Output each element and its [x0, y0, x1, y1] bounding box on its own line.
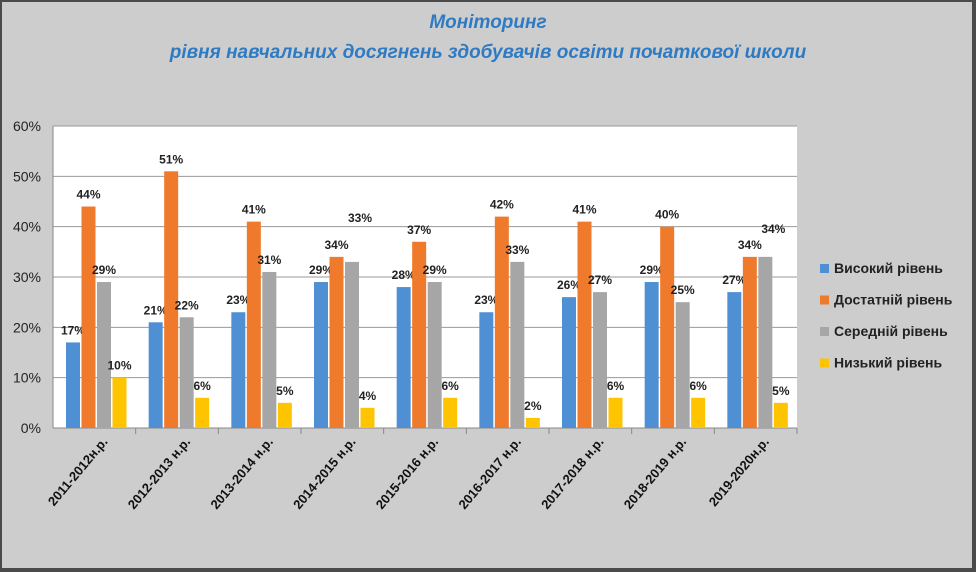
data-label: 21%: [144, 303, 168, 317]
bar-1: [577, 221, 592, 428]
bar-0: [66, 342, 80, 428]
legend-swatch: [820, 327, 829, 336]
data-label: 33%: [348, 211, 372, 225]
bar-2: [510, 261, 525, 428]
bar-3: [360, 407, 375, 428]
x-tick-label: 2019-2020н.р.: [706, 434, 772, 509]
data-label: 51%: [159, 152, 183, 166]
bar-0: [562, 297, 576, 428]
bar-2: [427, 282, 442, 428]
bar-2: [345, 261, 359, 428]
bar-1: [494, 216, 509, 428]
bar-2: [675, 302, 690, 428]
bar-2: [179, 317, 194, 428]
bar-0: [396, 287, 411, 428]
bar-0: [644, 282, 659, 428]
data-label: 6%: [689, 379, 707, 393]
bar-0: [727, 292, 742, 428]
chart-subtitle: рівня навчальних досягнень здобувачів ос…: [169, 42, 807, 63]
y-tick-label: 20%: [13, 319, 41, 335]
data-label: 25%: [671, 283, 695, 297]
data-label: 27%: [588, 273, 612, 287]
bar-3: [608, 397, 623, 428]
data-label: 28%: [392, 268, 416, 282]
chart-title: Моніторинг: [429, 12, 547, 33]
x-tick-label: 2014-2015 н.р.: [290, 434, 359, 512]
legend-label: Середній рівень: [834, 323, 948, 339]
bar-1: [742, 256, 757, 428]
data-label: 33%: [505, 243, 529, 257]
data-label: 5%: [276, 384, 294, 398]
y-tick-label: 60%: [13, 118, 41, 134]
bar-3: [112, 377, 127, 428]
data-label: 4%: [359, 389, 377, 403]
bar-1: [329, 256, 344, 428]
y-tick-label: 0%: [21, 420, 41, 436]
data-label: 17%: [61, 323, 85, 337]
data-label: 27%: [722, 273, 746, 287]
data-label: 44%: [76, 188, 100, 202]
data-label: 34%: [761, 222, 785, 236]
x-tick-label: 2016-2017 н.р.: [455, 434, 524, 512]
x-tick-label: 2011-2012н.р.: [45, 434, 111, 508]
bar-0: [314, 282, 328, 428]
data-label: 10%: [107, 359, 131, 373]
x-tick-label: 2013-2014 н.р.: [207, 434, 276, 512]
data-label: 23%: [226, 293, 250, 307]
bar-3: [195, 397, 210, 428]
legend-label: Достатній рівень: [834, 292, 953, 308]
legend-label: Високий рівень: [834, 260, 943, 276]
data-label: 5%: [772, 384, 790, 398]
data-label: 6%: [193, 379, 211, 393]
x-tick-label: 2017-2018 н.р.: [538, 434, 607, 512]
data-label: 41%: [242, 203, 266, 217]
data-label: 29%: [309, 263, 333, 277]
legend-swatch: [820, 264, 829, 273]
y-tick-label: 50%: [13, 168, 41, 184]
bar-0: [479, 312, 494, 428]
legend-label: Низький рівень: [834, 355, 942, 371]
bar-2: [593, 292, 607, 428]
data-label: 23%: [474, 293, 498, 307]
y-tick-label: 30%: [13, 269, 41, 285]
data-label: 6%: [441, 379, 459, 393]
bar-3: [277, 402, 292, 428]
data-label: 29%: [640, 263, 664, 277]
x-tick-label: 2018-2019 н.р.: [621, 434, 690, 512]
legend-swatch: [820, 295, 829, 305]
bar-2: [262, 271, 277, 428]
data-label: 41%: [572, 203, 596, 217]
y-tick-label: 10%: [13, 370, 41, 386]
bar-1: [164, 171, 179, 429]
bar-0: [148, 322, 163, 428]
bar-1: [660, 226, 675, 428]
bar-3: [443, 397, 458, 428]
data-label: 29%: [423, 263, 447, 277]
data-label: 29%: [92, 263, 116, 277]
bar-1: [412, 241, 427, 428]
bar-3: [691, 397, 706, 428]
bar-1: [81, 206, 96, 428]
legend-swatch: [820, 358, 829, 368]
data-label: 37%: [407, 223, 431, 237]
x-tick-label: 2012-2013 н.р.: [125, 434, 194, 512]
data-label: 2%: [524, 399, 542, 413]
bar-3: [525, 417, 540, 428]
x-tick-label: 2015-2016 н.р.: [373, 434, 442, 512]
data-label: 26%: [557, 278, 581, 292]
bar-1: [246, 221, 261, 428]
data-label: 34%: [738, 238, 762, 252]
data-label: 34%: [324, 238, 348, 252]
data-label: 31%: [257, 253, 281, 267]
bar-3: [773, 402, 788, 428]
data-label: 42%: [490, 198, 514, 212]
bar-0: [231, 312, 246, 428]
data-label: 22%: [175, 298, 199, 312]
data-label: 6%: [607, 379, 625, 393]
bar-2: [97, 282, 111, 428]
data-label: 40%: [655, 208, 679, 222]
bar-2: [758, 256, 773, 428]
y-tick-label: 40%: [13, 219, 41, 235]
